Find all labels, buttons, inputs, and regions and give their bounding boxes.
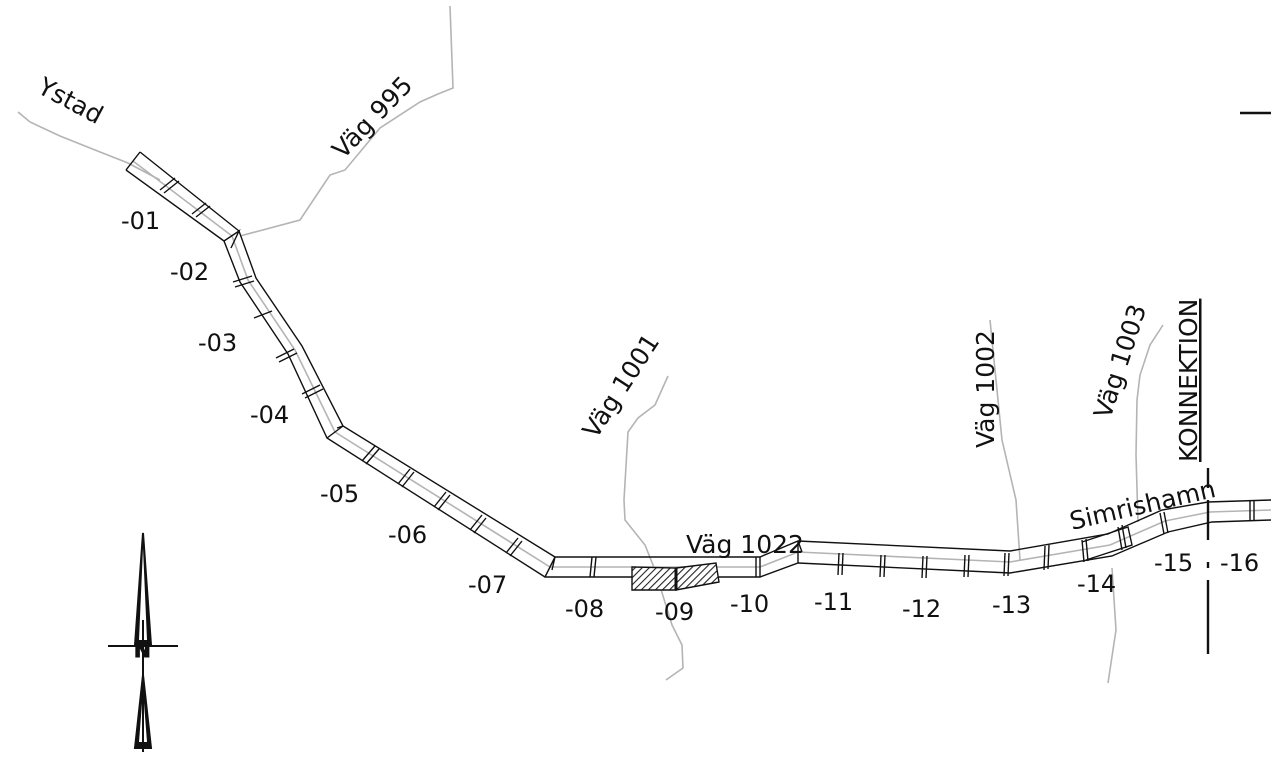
label-ystad: Ystad (32, 71, 108, 130)
segment-label: -01 (121, 207, 160, 235)
label-vag1022: Väg 1022 (686, 530, 804, 559)
segment-label: -14 (1077, 570, 1116, 598)
label-vag1002: Väg 1002 (971, 330, 1000, 448)
road-south-line (1107, 567, 1117, 684)
segment-label: -03 (198, 329, 237, 357)
road-vag995-line (239, 5, 454, 237)
road-ystad-line (17, 111, 161, 181)
road-vag1003-line (1135, 324, 1164, 523)
road-vag1002-line (989, 319, 1021, 561)
simrishamn-box (1081, 526, 1133, 561)
north-arrow (108, 532, 178, 752)
segment-label: -16 (1220, 549, 1259, 577)
segment-label: -04 (250, 401, 289, 429)
label-vag1001: Väg 1001 (577, 329, 666, 444)
segment-09b-hatched (675, 562, 720, 591)
segment-label: -06 (388, 521, 427, 549)
segment-label: -15 (1154, 549, 1193, 577)
segment-label: -11 (814, 588, 853, 616)
segment-labels: -01 -02 -03 -04 -05 -06 -07 -08 -09 -10 … (121, 207, 1259, 626)
segment-label: -02 (170, 258, 209, 286)
segment-label: -07 (468, 571, 507, 599)
label-vag1003: Väg 1003 (1088, 301, 1152, 422)
segment-09-hatched (631, 566, 677, 591)
north-arrow-label: N (134, 638, 151, 662)
segment-label: -08 (565, 595, 604, 623)
label-simrishamn: Simrishamn (1067, 474, 1218, 536)
label-vag995: Väg 995 (326, 71, 418, 165)
segment-label: -09 (655, 598, 694, 626)
segment-label: -12 (902, 595, 941, 623)
segment-label: -10 (730, 590, 769, 618)
label-konnektion: KONNEKTION (1174, 299, 1203, 462)
segment-label: -13 (992, 591, 1031, 619)
segment-label: -05 (320, 480, 359, 508)
road-vag1001-line (623, 375, 684, 681)
route-edge-upper (139, 151, 1271, 558)
